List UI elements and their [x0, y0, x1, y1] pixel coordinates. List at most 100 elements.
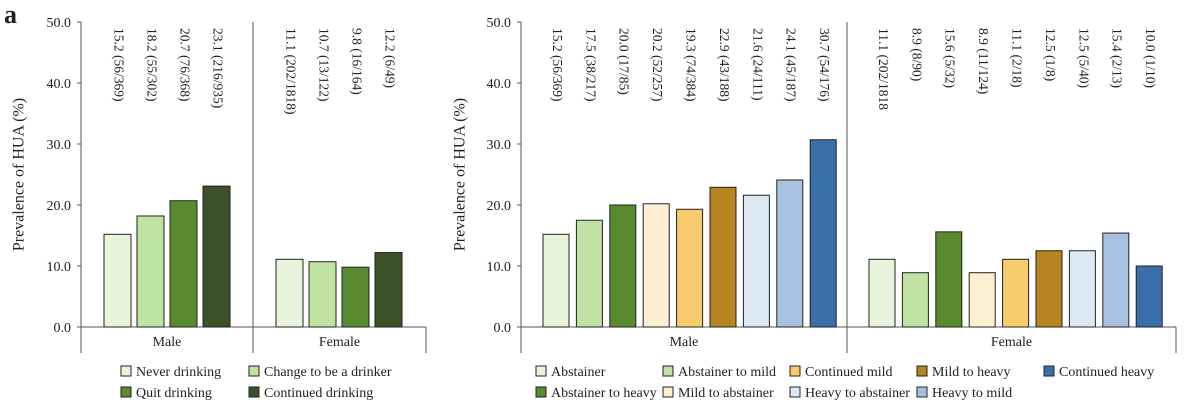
legend-swatch	[662, 365, 674, 377]
y-tick-label: 10.0	[47, 260, 72, 275]
y-tick-label: 0.0	[54, 321, 72, 336]
legend-swatch	[535, 386, 547, 398]
bar-female-1	[275, 258, 304, 328]
legend-label: Abstainer to mild	[678, 365, 776, 380]
bar-female-8	[1102, 232, 1130, 328]
bar-data-label: 11.1 (202/1818)	[283, 28, 298, 115]
y-tick-label: 20.0	[487, 199, 512, 214]
bar-data-label: 21.6 (24/111)	[750, 28, 765, 101]
bar-male-3	[609, 204, 637, 328]
bar-female-2	[308, 261, 337, 328]
y-tick-label: 30.0	[487, 138, 512, 153]
bar-data-label: 15.2 (56/369)	[550, 28, 565, 102]
y-tick-label: 20.0	[47, 199, 72, 214]
bar-data-label: 8.9 (11/124)	[976, 28, 991, 94]
bar-female-4	[374, 252, 403, 328]
bar-female-1	[868, 258, 896, 328]
legend-label: Heavy to abstainer	[805, 386, 910, 401]
y-axis-title: Prevalence of HUA (%)	[11, 98, 28, 251]
x-group-label: Female	[319, 335, 360, 350]
chart-panel-1: 0.0 10.0 20.0 30.0 40.0 50.0 Prevalence of HUA…	[11, 16, 427, 401]
bar-female-4	[968, 272, 996, 328]
bar-data-label: 12.5 (5/40)	[1076, 28, 1091, 88]
legend-label: Quit drinking	[136, 386, 212, 401]
legend: Never drinking Quit drinking Change to be …	[120, 365, 392, 401]
bar-data-label: 15.4 (2/13)	[1110, 28, 1125, 88]
legend-label: Change to be a drinker	[264, 365, 392, 380]
legend-label: Heavy to mild	[932, 386, 1012, 401]
x-group-label: Male	[153, 335, 182, 350]
legend-label: Never drinking	[136, 365, 221, 380]
bar-male-2	[575, 219, 603, 328]
bar-data-label: 9.8 (16/164)	[349, 28, 364, 95]
y-tick-label: 0.0	[494, 321, 512, 336]
panel-label: a	[4, 0, 17, 29]
legend-swatch	[120, 386, 132, 398]
legend-label: Continued drinking	[264, 386, 373, 401]
bar-female-2	[901, 272, 929, 328]
legend-swatch	[535, 365, 547, 377]
bar-male-4	[642, 203, 670, 328]
bar-male-9	[809, 139, 837, 328]
legend-label: Mild to heavy	[932, 365, 1011, 380]
legend-swatch	[916, 365, 928, 377]
bar-data-label: 15.6 (5/32)	[943, 28, 958, 88]
y-tick-label: 50.0	[487, 16, 512, 31]
bar-male-5	[676, 208, 704, 328]
bar-data-label: 20.2 (52/257)	[650, 28, 665, 102]
y-axis-title: Prevalence of HUA (%)	[452, 98, 469, 251]
bar-data-label: 15.2 (56/369)	[111, 28, 126, 102]
bar-data-label: 17.5 (38/217)	[583, 28, 598, 102]
legend-label: Abstainer	[551, 365, 606, 380]
legend-label: Continued mild	[805, 365, 893, 380]
bar-data-label: 10.0 (1/10)	[1143, 28, 1158, 88]
x-group-label: Female	[991, 335, 1032, 350]
bar-data-label: 23.1 (216/935)	[210, 28, 225, 108]
y-tick-label: 30.0	[47, 138, 72, 153]
bar-data-label: 30.7 (54/176)	[817, 28, 832, 102]
bar-data-label: 8.9 (8/90)	[909, 28, 924, 81]
legend-label: Abstainer to heavy	[551, 386, 657, 401]
bar-female-5	[1002, 258, 1030, 328]
bar-data-label: 12.5 (1/8)	[1043, 28, 1058, 81]
bar-data-label: 10.7 (13/122)	[316, 28, 331, 102]
bar-data-label: 20.0 (17/85)	[617, 28, 632, 95]
bar-data-label: 19.3 (74/384)	[684, 28, 699, 102]
bar-male-6	[709, 186, 737, 328]
bar-male-8	[776, 179, 804, 328]
legend-label: Mild to abstainer	[678, 386, 774, 401]
bar-female-3	[935, 231, 963, 328]
bar-data-label: 18.2 (55/302)	[144, 28, 159, 102]
bar-female-6	[1035, 250, 1063, 328]
legend-swatch	[248, 365, 260, 377]
x-group-label: Male	[670, 335, 699, 350]
bar-female-9	[1135, 265, 1163, 328]
bar-data-label: 22.9 (43/188)	[717, 28, 732, 102]
legend-swatch	[662, 386, 674, 398]
bar-data-label: 20.7 (76/368)	[177, 28, 192, 102]
bar-male-1	[542, 233, 570, 328]
y-tick-label: 10.0	[487, 260, 512, 275]
legend: Abstainer Abstainer to heavy Abstainer to …	[535, 365, 1154, 401]
y-tick-label: 50.0	[47, 16, 72, 31]
bar-male-1	[103, 233, 132, 328]
bar-female-3	[341, 266, 370, 328]
chart-panel-2: 0.0 10.0 20.0 30.0 40.0 50.0 Prevalence of HUA…	[452, 16, 1177, 401]
bar-data-label: 11.1 (2/18)	[1010, 28, 1025, 88]
legend-swatch	[789, 365, 801, 377]
legend-label: Continued heavy	[1059, 365, 1154, 380]
bar-female-7	[1068, 250, 1096, 328]
y-tick-label: 40.0	[47, 77, 72, 92]
bar-data-label: 12.2 (6/49)	[382, 28, 397, 88]
legend-swatch	[789, 386, 801, 398]
bar-data-label: 24.1 (45/187)	[784, 28, 799, 102]
bar-male-3	[169, 200, 198, 328]
legend-swatch	[120, 365, 132, 377]
bar-data-label: 11.1 (202/1818	[876, 28, 891, 110]
bar-male-4	[202, 185, 231, 328]
y-tick-label: 40.0	[487, 77, 512, 92]
legend-swatch	[1043, 365, 1055, 377]
legend-swatch	[916, 386, 928, 398]
legend-swatch	[248, 386, 260, 398]
